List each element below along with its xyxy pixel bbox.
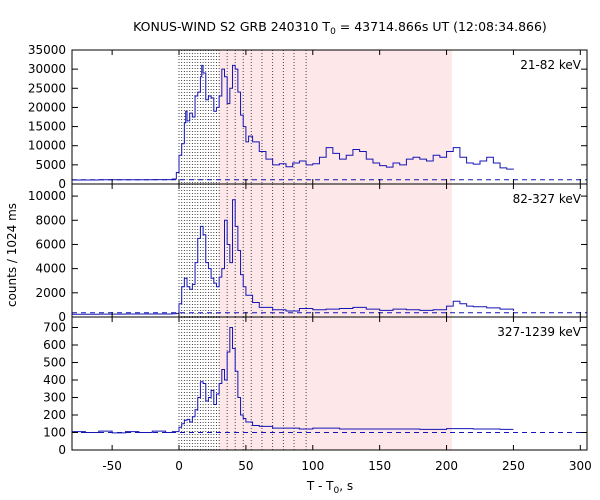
y-tick-label: 8000 <box>35 213 66 227</box>
shaded-region <box>219 184 452 317</box>
y-tick-label: 5000 <box>35 158 66 172</box>
y-tick-label: 700 <box>43 321 66 335</box>
light-curve-3 <box>72 327 514 434</box>
x-tick-label: 300 <box>569 459 592 473</box>
x-tick-label: 0 <box>175 459 183 473</box>
y-tick-label: 10000 <box>28 139 66 153</box>
y-tick-label: 35000 <box>28 43 66 57</box>
x-tick-label: 50 <box>238 459 253 473</box>
light-curve-2 <box>72 199 514 315</box>
panel-3: 0 100 200 300 400 500 600 700 327-1239 keV <box>43 316 588 457</box>
panel-frame <box>71 316 588 451</box>
energy-band-label: 82-327 keV <box>513 192 582 206</box>
x-axis-label: T - T0, s <box>306 479 353 496</box>
y-tick-label: 200 <box>43 408 66 422</box>
y-tick-label: 0 <box>58 310 66 324</box>
y-tick-label: 6000 <box>35 237 66 251</box>
y-axis-label: counts / 1024 ms <box>5 203 19 307</box>
shaded-region <box>219 317 452 450</box>
energy-band-label: 21-82 keV <box>520 58 582 72</box>
shaded-region <box>219 50 452 184</box>
y-tick-label: 20000 <box>28 100 66 114</box>
y-tick-label: 400 <box>43 373 66 387</box>
x-tick-label: 250 <box>502 459 525 473</box>
chart-panels: 0500010000150002000025000300003500021-82… <box>28 43 592 473</box>
y-tick-label: 500 <box>43 356 66 370</box>
y-tick-label: 100 <box>43 426 66 440</box>
y-tick-label: 600 <box>43 338 66 352</box>
y-tick-label: 0 <box>58 177 66 191</box>
y-tick-label: 15000 <box>28 120 66 134</box>
y-tick-label: 25000 <box>28 81 66 95</box>
y-tick-label: 0 <box>58 443 66 457</box>
x-tick-label: -50 <box>102 459 122 473</box>
energy-band-label: 327-1239 keV <box>497 325 581 339</box>
x-tick-label: 150 <box>368 459 391 473</box>
panel-2: 0 2000 4000 6000 8000 10000 82-327 keV <box>28 183 588 324</box>
panel-1: 0 5000 10000 15000 20000 25000 30000 35000 21-82… <box>28 43 588 191</box>
y-tick-label: 4000 <box>35 262 66 276</box>
x-tick-label: 100 <box>301 459 324 473</box>
chart-title: KONUS-WIND S2 GRB 240310 T0 = 43714.866s… <box>133 19 547 37</box>
light-curve-1 <box>72 64 514 181</box>
y-tick-label: 300 <box>43 391 66 405</box>
y-tick-label: 30000 <box>28 62 66 76</box>
y-tick-label: 2000 <box>35 286 66 300</box>
y-tick-label: 10000 <box>28 189 66 203</box>
x-tick-label: 200 <box>435 459 458 473</box>
